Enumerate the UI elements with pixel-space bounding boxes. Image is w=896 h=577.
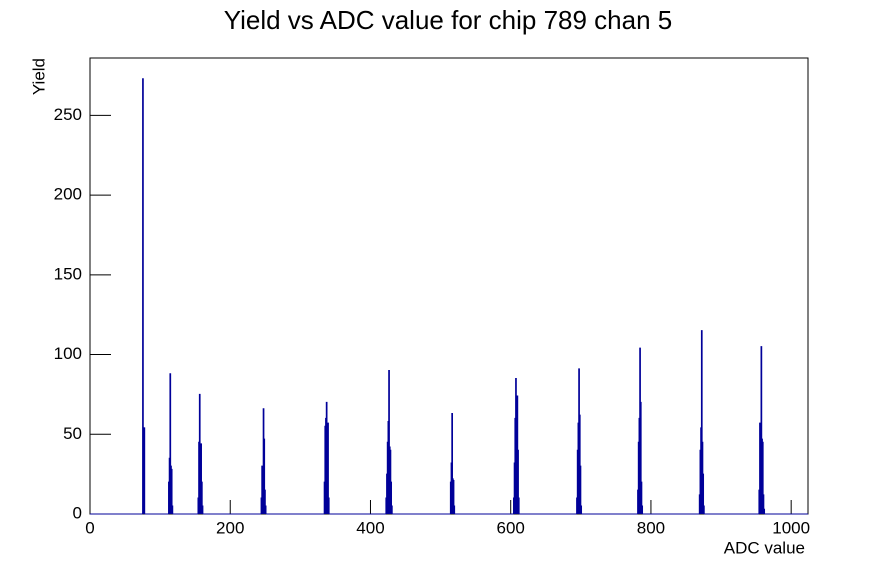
histogram-bin [640,481,643,514]
histogram-bin [264,489,266,514]
x-axis-label: ADC value [724,538,805,557]
histogram-bin [390,481,393,514]
y-tick-label: 150 [54,264,82,283]
histogram-bin [171,505,174,514]
histogram-bin [639,401,642,514]
histogram-bin [264,505,267,514]
histogram-bin [263,438,266,514]
histogram-bin [201,505,204,514]
histogram-bin [452,480,455,514]
histogram-bin [580,505,583,514]
x-tick-label: 0 [85,518,94,537]
histogram-bin [169,373,172,514]
y-tick-label: 250 [54,105,82,124]
histogram-bin [327,422,329,514]
histogram-bin [200,481,203,514]
histogram-bin [453,505,456,514]
histogram-bin [517,449,519,514]
histogram-bin [702,473,705,514]
histogram-bin [578,414,581,514]
histogram-bin [760,346,763,514]
y-axis-label: Yield [29,58,48,95]
x-tick-label: 800 [637,518,665,537]
y-tick-label: 200 [54,185,82,204]
histogram-bin [451,413,454,514]
histogram-bin [517,497,520,514]
histogram-bin [761,441,764,514]
histogram-bin [762,494,765,514]
histogram-bin [388,370,390,514]
histogram-bin [641,505,644,514]
x-tick-label: 600 [497,518,525,537]
x-tick-label: 200 [216,518,244,537]
y-tick-label: 0 [73,503,82,522]
y-tick-label: 100 [54,344,82,363]
histogram-bin [327,497,330,514]
histogram-bin [579,465,582,514]
x-tick-label: 1000 [772,518,810,537]
x-tick-label: 400 [356,518,384,537]
histogram-bin [700,330,703,514]
y-tick-label: 50 [63,424,82,443]
histogram-bin [143,427,146,514]
histogram-bin [170,468,173,514]
histogram-bin [200,443,202,514]
histogram-bin [703,505,705,514]
histogram-bin [391,505,393,514]
chart-title: Yield vs ADC value for chip 789 chan 5 [224,5,673,35]
histogram-bin [142,78,144,514]
histogram-bin [763,508,766,514]
